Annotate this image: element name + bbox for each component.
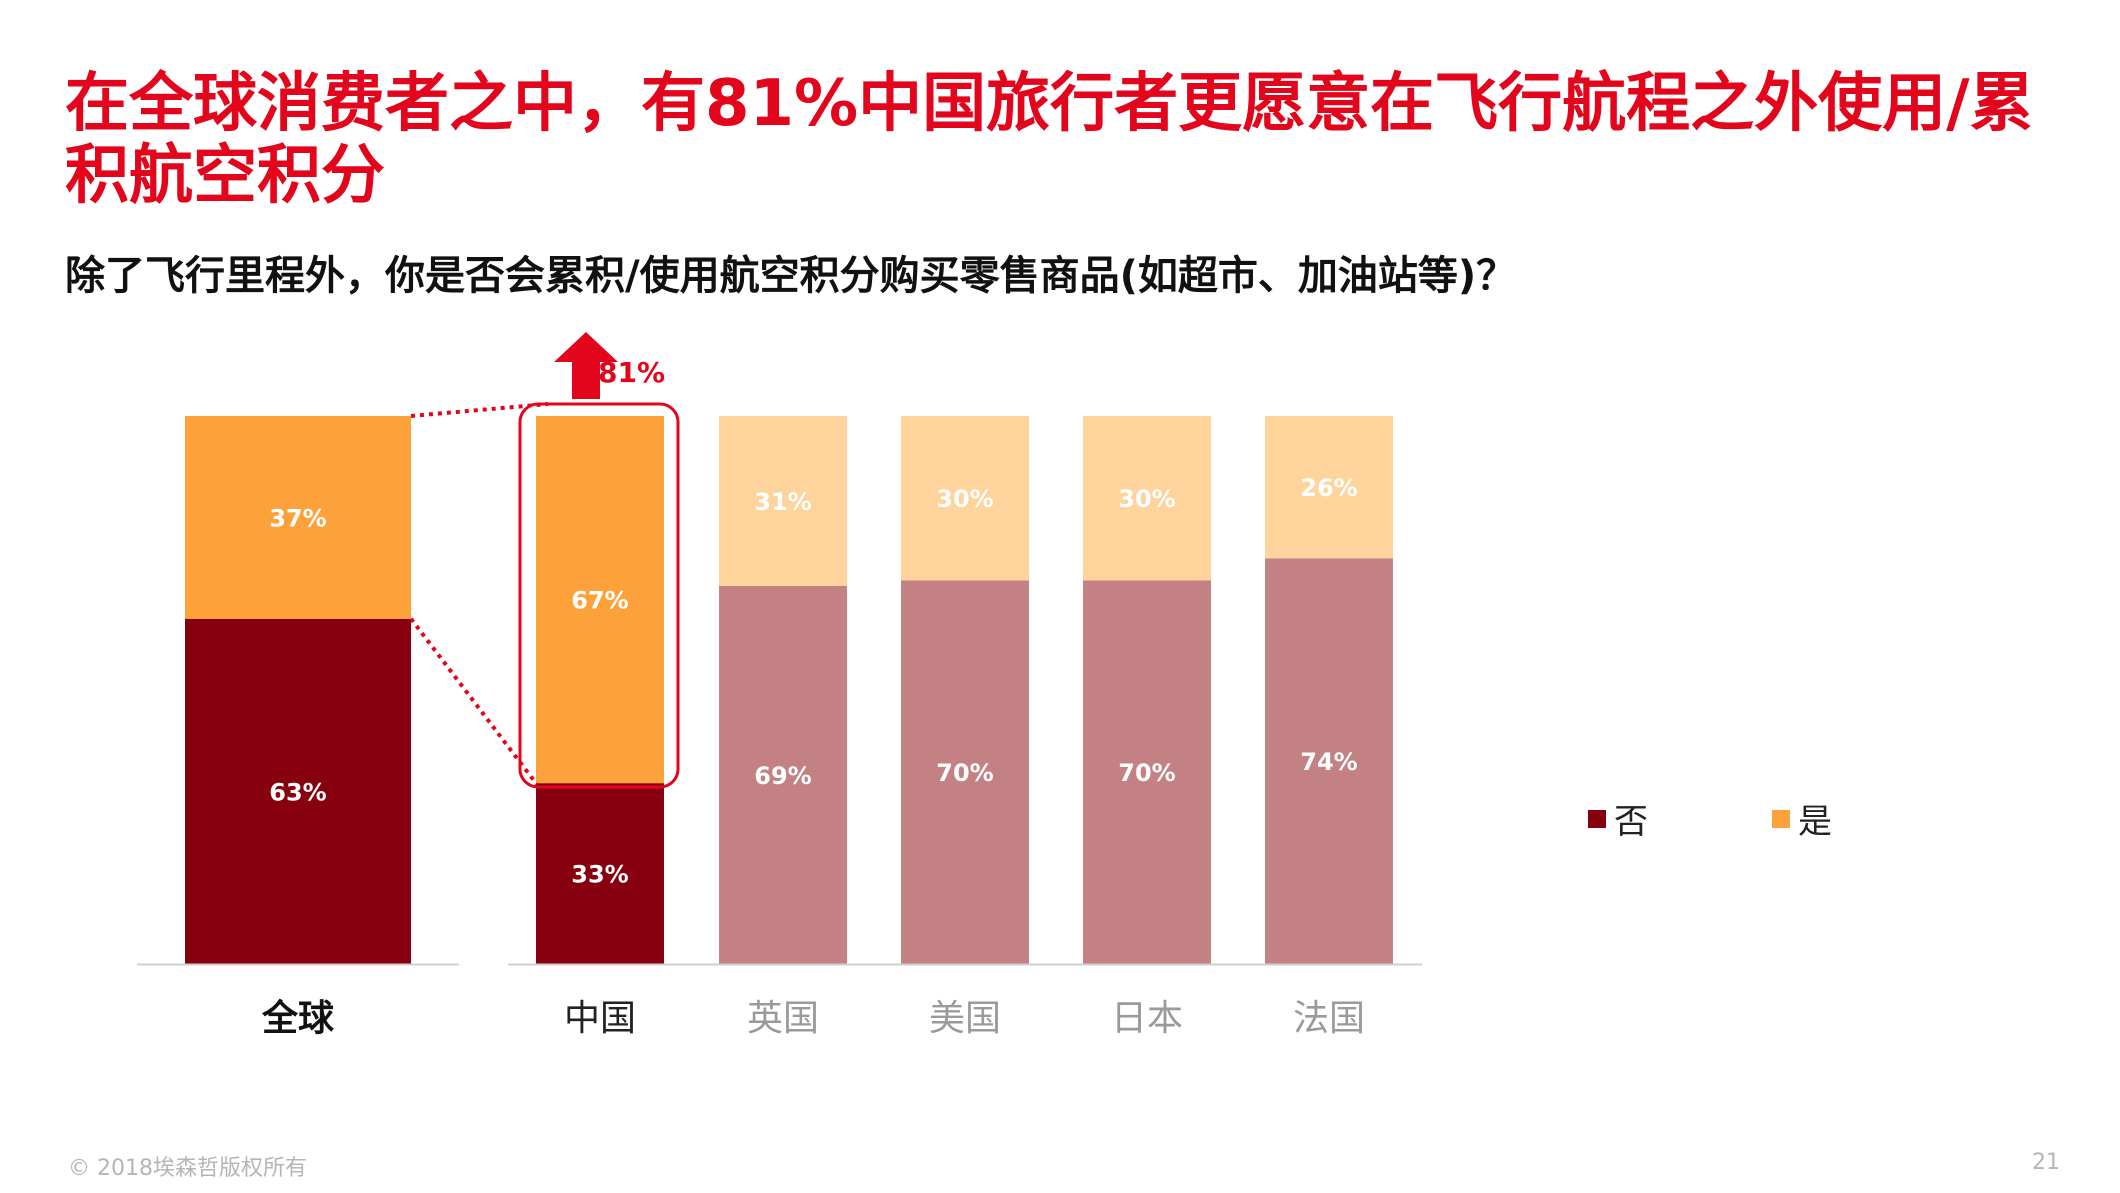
value-label-no-5: 74% [1300, 748, 1357, 776]
value-label-yes-3: 30% [936, 485, 993, 513]
bar-no-4 [1083, 580, 1211, 964]
bar-yes-0 [185, 416, 411, 619]
legend-swatch-1 [1772, 810, 1790, 828]
value-label-no-4: 70% [1118, 759, 1175, 787]
connector-bottom [409, 617, 544, 793]
value-label-yes-4: 30% [1118, 485, 1175, 513]
category-label-2: 英国 [747, 998, 819, 1039]
bar-no-5 [1265, 558, 1393, 964]
category-label-4: 日本 [1111, 998, 1183, 1039]
legend-label-1: 是 [1798, 802, 1832, 842]
value-label-no-2: 69% [754, 762, 811, 790]
category-label-0: 全球 [261, 997, 335, 1039]
legend-swatch-0 [1588, 810, 1606, 828]
highlight-value-label: 81% [598, 356, 665, 389]
china-highlight: 81% [518, 332, 680, 789]
category-label-1: 中国 [564, 998, 636, 1039]
page-title: 在全球消费者之中，有81%中国旅行者更愿意在飞行航程之外使用/累积航空积分 [65, 67, 2034, 213]
bar-yes-4 [1083, 416, 1211, 581]
chart-category-labels: 全球 中国 英国 美国 日本 法国 [261, 997, 1365, 1039]
chart-value-labels: 63% 37% 33% 67% 69% 31% 70% 30% 70% 30% 74% 26% [269, 474, 1357, 888]
value-label-no-1: 33% [571, 861, 628, 889]
legend-label-0: 否 [1614, 802, 1648, 842]
highlight-box [518, 402, 680, 789]
bar-yes-2 [719, 416, 847, 586]
bar-no-3 [901, 580, 1029, 964]
chart-bars [185, 416, 1393, 964]
up-arrow-icon [554, 332, 618, 399]
chart-legend: 否是 [1588, 802, 1832, 842]
value-label-no-3: 70% [936, 759, 993, 787]
bar-no-0 [185, 618, 411, 964]
bar-yes-5 [1265, 416, 1393, 559]
category-label-3: 美国 [929, 998, 1001, 1039]
category-label-5: 法国 [1293, 998, 1365, 1039]
value-label-no-0: 63% [269, 778, 326, 806]
page-number: 21 [2032, 1150, 2060, 1175]
value-label-yes-0: 37% [269, 504, 326, 532]
bar-no-2 [719, 585, 847, 964]
survey-question: 除了飞行里程外，你是否会累积/使用航空积分购买零售商品(如超市、加油站等)？ [65, 253, 1517, 299]
zoom-connector-lines [409, 402, 549, 793]
bar-yes-3 [901, 416, 1029, 581]
value-label-yes-1: 67% [571, 587, 628, 615]
bar-yes-1 [536, 416, 664, 784]
value-label-yes-5: 26% [1300, 474, 1357, 502]
bar-no-1 [536, 783, 664, 964]
copyright-footer: © 2018埃森哲版权所有 [68, 1156, 307, 1181]
value-label-yes-2: 31% [754, 488, 811, 516]
